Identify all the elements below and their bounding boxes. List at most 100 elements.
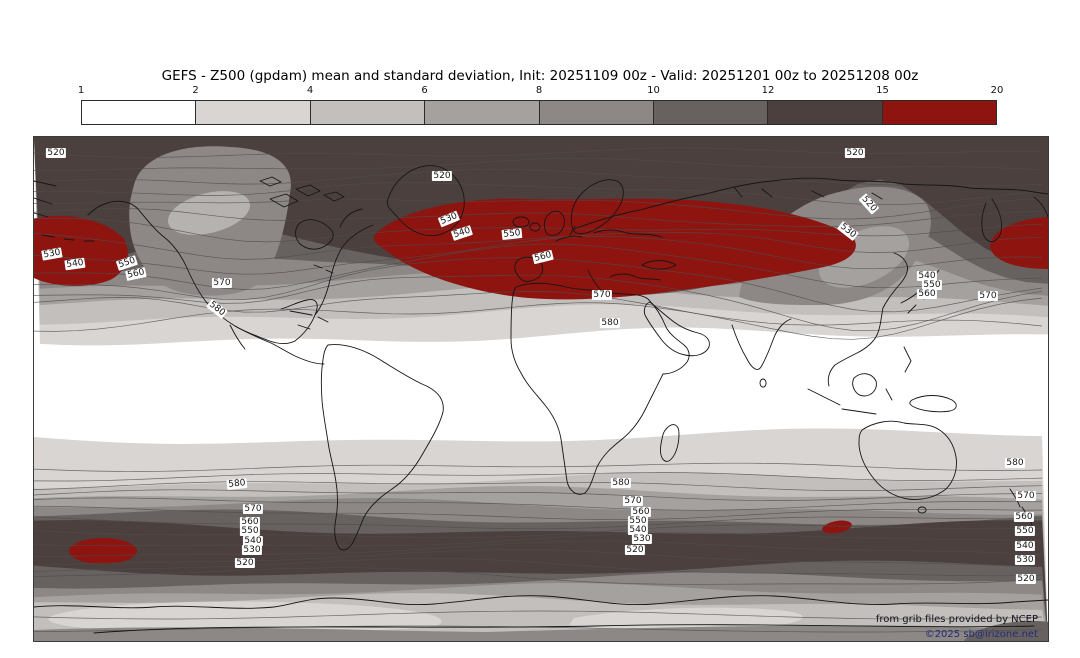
bottom-strip: [34, 625, 1048, 641]
colorbar-segment: [652, 101, 768, 124]
coastline-path: [1033, 196, 1048, 218]
contour-label: 540: [242, 536, 264, 546]
coastline-path: [280, 224, 374, 342]
contour-line: [34, 540, 1043, 557]
contour-line: [34, 291, 1043, 340]
coastline-path: [858, 420, 957, 514]
coastline-path: [660, 424, 680, 462]
contour-label: 530: [631, 534, 653, 544]
contour-label: 550: [921, 280, 943, 290]
colorbar-segment: [424, 101, 539, 124]
colorbar: [81, 100, 997, 125]
colorbar-tick: 2: [192, 85, 199, 96]
coastline-path: [320, 344, 444, 551]
contour-label: 570: [242, 504, 264, 514]
contour-label: 570: [622, 496, 644, 506]
contour-line: [34, 610, 1043, 620]
contour-line: [34, 462, 1043, 472]
colorbar-tick: 6: [421, 85, 428, 96]
colorbar-tick: 12: [761, 85, 775, 96]
credit-ncep: from grib files provided by NCEP: [875, 614, 1038, 625]
coastline-path: [733, 186, 883, 200]
contour-line: [34, 497, 1043, 511]
colorbar-tick: 4: [306, 85, 314, 96]
contour-label: 550: [1014, 526, 1036, 536]
contour-label: 580: [1004, 458, 1026, 468]
colorbar-tick: 15: [876, 85, 889, 96]
contour-label: 520: [844, 148, 866, 158]
stddev-shading-map: [34, 137, 1048, 641]
coastline-path: [386, 165, 465, 237]
contour-line: [34, 147, 1043, 158]
contour-line: [34, 472, 1043, 482]
coastline-path: [807, 346, 912, 415]
contour-label: 530: [1014, 555, 1036, 565]
coastline-path: [909, 395, 957, 413]
contour-label: 560: [1013, 512, 1035, 522]
colorbar-tick: 20: [990, 85, 1004, 96]
contour-label: 530: [241, 545, 263, 555]
antarctic-light-patch-e: [569, 607, 803, 631]
colorbar-segment: [82, 101, 196, 124]
high-stddev-blobs: [34, 198, 1048, 564]
contour-line: [34, 505, 1042, 521]
contour-label: 520: [624, 545, 646, 555]
contour-line: [34, 302, 1043, 332]
contour-line: [34, 168, 1043, 187]
nwpacific-red-blob: [990, 217, 1048, 269]
contour-label: 570: [211, 278, 233, 288]
contour-line: [34, 489, 1043, 501]
coastline-path: [827, 252, 908, 387]
coastline-path: [512, 216, 530, 228]
sh-red-blob-east: [822, 520, 852, 534]
coastline-path: [514, 256, 544, 282]
coastline-path: [34, 595, 1048, 609]
colorbar-segment: [881, 101, 996, 124]
contour-line: [34, 532, 1043, 547]
canada-inner-light-patch: [167, 191, 251, 235]
coastline-path: [93, 624, 1035, 634]
contour-label: 570: [1015, 491, 1037, 501]
contour-line: [34, 481, 1043, 491]
colorbar-tick: 10: [647, 85, 660, 96]
npacific-red-blob: [34, 215, 128, 286]
coastline-path: [731, 318, 792, 388]
contour-line: [34, 524, 1043, 538]
contour-line: [34, 243, 1043, 290]
antarctic-light-patch-w: [48, 601, 442, 633]
contour-label: 540: [627, 525, 649, 535]
contour-label: 580: [599, 318, 621, 328]
contour-line: [34, 567, 1043, 585]
coastline-path: [573, 177, 1048, 230]
coastline-path: [295, 208, 363, 250]
colorbar-tick: 8: [535, 85, 543, 96]
contour-label: 520: [431, 171, 453, 181]
coastline-path: [569, 179, 624, 236]
contour-label: 580: [226, 477, 248, 491]
contour-label: 520: [1015, 574, 1037, 584]
contour-label: 540: [1014, 541, 1036, 551]
coastline-path: [981, 198, 1003, 242]
contour-label: 570: [591, 290, 613, 300]
coastline-path: [259, 176, 345, 208]
coastline-path: [555, 229, 663, 242]
contour-label: 560: [630, 507, 652, 517]
contour-line: [34, 232, 1043, 260]
colorbar-segment: [309, 101, 425, 124]
chart-title: GEFS - Z500 (gpdam) mean and standard de…: [161, 68, 919, 84]
contour-line: [34, 274, 1043, 332]
colorbar-tick-labels: 1 2 4 6 8 10 12 15 20: [0, 85, 1080, 99]
contour-line: [34, 236, 1043, 275]
contour-line: [34, 558, 1043, 577]
coastline-path: [87, 200, 296, 344]
contour-label: 550: [501, 227, 523, 241]
coastline-path: [229, 324, 325, 365]
contour-line: [34, 217, 1043, 243]
contour-label: 540: [916, 271, 938, 281]
contour-label: 520: [234, 558, 256, 568]
contour-line: [34, 208, 1043, 227]
contour-line: [34, 516, 1043, 530]
sh-red-blob-west: [69, 538, 137, 564]
contour-label: 550: [239, 526, 261, 536]
